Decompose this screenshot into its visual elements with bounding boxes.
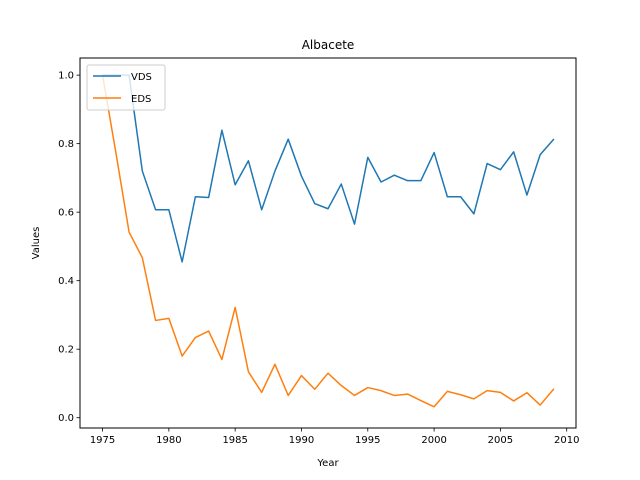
plot-lines (101, 74, 555, 408)
y-tick-label: 0.8 (58, 139, 74, 150)
y-axis-label: Values (31, 227, 42, 260)
x-axis: 1975 1980 1985 1990 1995 2000 2005 2010 (90, 428, 579, 446)
legend-label-vds: VDS (131, 72, 152, 83)
series-line-vds (101, 74, 555, 263)
y-tick-label: 0.6 (58, 208, 74, 219)
y-tick-label: 0.4 (58, 276, 74, 287)
x-tick-label: 1985 (222, 435, 247, 446)
legend-label-eds: EDS (131, 94, 151, 105)
legend-box (86, 64, 166, 111)
x-tick-label: 2005 (488, 435, 513, 446)
x-tick-label: 1975 (90, 435, 115, 446)
y-tick-label: 0.0 (58, 413, 74, 424)
x-tick-label: 1980 (156, 435, 181, 446)
y-tick-label: 0.2 (58, 345, 74, 356)
y-tick-label: 1.0 (58, 71, 74, 82)
x-axis-label: Year (316, 458, 339, 469)
plot-frame (79, 57, 577, 429)
x-tick-label: 2010 (554, 435, 579, 446)
x-tick-label: 1995 (355, 435, 380, 446)
chart-title: Albacete (302, 38, 355, 52)
y-axis: 0.0 0.2 0.4 0.6 0.8 1.0 (58, 71, 80, 424)
x-tick-label: 2000 (421, 435, 446, 446)
series-line-eds (101, 74, 555, 408)
x-tick-label: 1990 (289, 435, 314, 446)
legend: VDS EDS (86, 64, 166, 111)
